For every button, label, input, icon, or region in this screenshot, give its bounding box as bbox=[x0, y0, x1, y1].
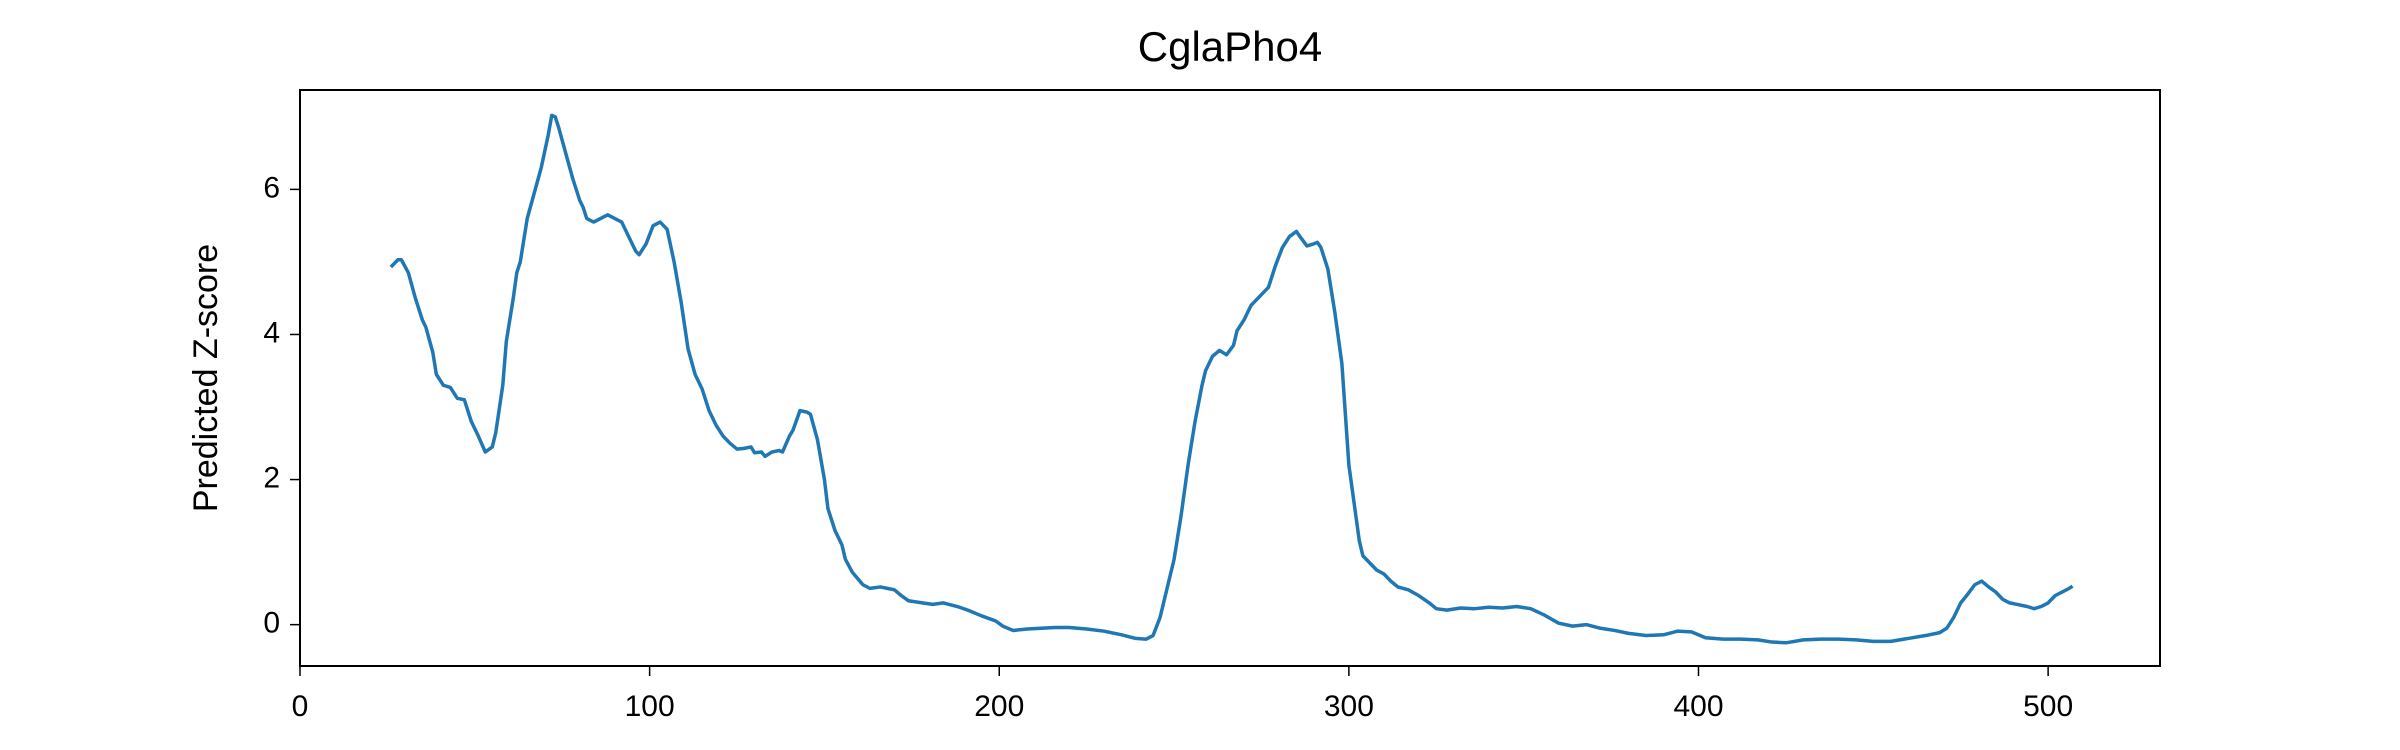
x-tick-label: 400 bbox=[1673, 690, 1723, 723]
x-tick-label: 300 bbox=[1324, 690, 1374, 723]
y-tick-label: 0 bbox=[263, 607, 280, 640]
x-tick-label: 500 bbox=[2023, 690, 2073, 723]
x-tick-label: 0 bbox=[292, 690, 309, 723]
x-tick-label: 100 bbox=[625, 690, 675, 723]
y-axis-label: Predicted Z-score bbox=[187, 244, 225, 512]
plot-frame bbox=[299, 89, 2161, 667]
chart-title: CglaPho4 bbox=[1138, 23, 1322, 70]
y-tick-label: 6 bbox=[263, 171, 280, 204]
y-tick-label: 2 bbox=[263, 461, 280, 494]
data-line bbox=[389, 113, 2074, 645]
x-tick-label: 200 bbox=[974, 690, 1024, 723]
y-tick-label: 4 bbox=[263, 316, 280, 349]
